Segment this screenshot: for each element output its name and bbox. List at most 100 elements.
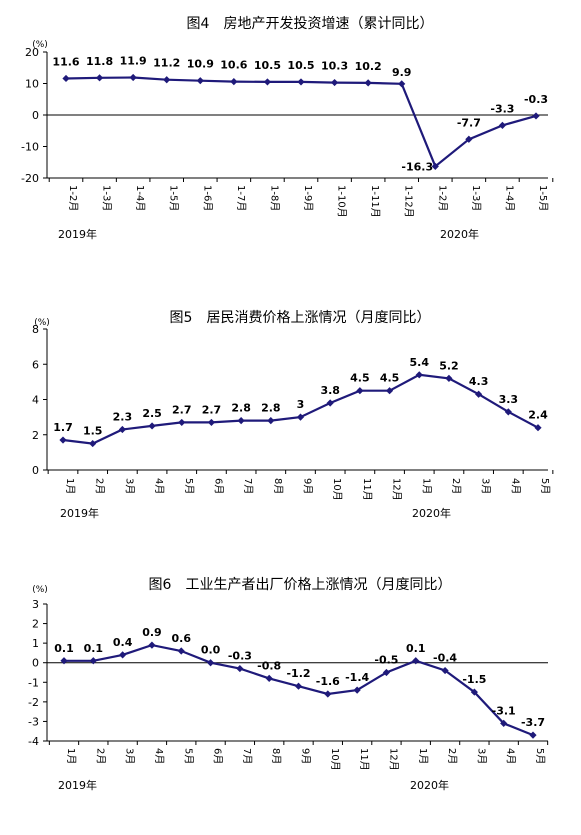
data-label: 10.2: [355, 60, 382, 73]
x-tick-label: 1-4月: [503, 185, 515, 211]
data-label: 0.0: [201, 644, 221, 657]
y-tick-label: 0: [32, 109, 39, 122]
x-tick-label: 1-6月: [201, 185, 213, 211]
data-label: 10.3: [321, 60, 348, 73]
data-label: -0.3: [228, 650, 252, 663]
data-label: 2.4: [528, 409, 548, 422]
y-tick-label: 2: [32, 618, 39, 631]
data-point: [238, 417, 245, 424]
data-label: 11.9: [120, 55, 147, 68]
year-label: 2020年: [412, 506, 451, 520]
x-tick-label: 1-3月: [470, 185, 482, 211]
data-point: [62, 75, 69, 82]
data-point: [207, 659, 214, 666]
chart-title: 图5 居民消费价格上涨情况（月度同比）: [170, 310, 431, 326]
x-tick-label: 3月: [475, 748, 487, 764]
data-label: 0.6: [172, 632, 192, 645]
chart-title: 图4 房地产开发投资增速（累计同比）: [187, 16, 434, 32]
x-tick-label: 1-2月: [67, 185, 79, 211]
data-label: -1.5: [462, 673, 486, 686]
x-tick-label: 2月: [446, 748, 458, 764]
data-point: [89, 440, 96, 447]
data-label: 4.5: [350, 372, 370, 385]
data-point: [236, 665, 243, 672]
year-label: 2020年: [410, 778, 449, 792]
x-tick-label: 12月: [391, 478, 403, 501]
data-point: [412, 657, 419, 664]
x-tick-label: 4月: [505, 748, 517, 764]
series-line: [64, 645, 533, 735]
x-tick-label: 5月: [182, 748, 194, 764]
y-unit-label: (%): [32, 585, 48, 595]
data-point: [529, 732, 536, 739]
data-point: [208, 419, 215, 426]
data-point: [331, 79, 338, 86]
x-tick-label: 1-4月: [134, 185, 146, 211]
x-tick-label: 6月: [212, 478, 224, 494]
data-point: [324, 690, 331, 697]
x-tick-label: 9月: [302, 478, 314, 494]
x-tick-label: 11月: [358, 748, 370, 771]
data-label: -0.4: [433, 652, 457, 665]
data-point: [90, 657, 97, 664]
data-label: -0.5: [374, 654, 398, 667]
data-label: 2.5: [142, 407, 162, 420]
x-tick-label: 4月: [153, 748, 165, 764]
data-point: [59, 436, 66, 443]
data-label: 2.8: [231, 402, 251, 415]
data-point: [130, 74, 137, 81]
data-label: -0.3: [524, 93, 548, 106]
x-tick-label: 3月: [480, 478, 492, 494]
x-tick-label: 1-3月: [101, 185, 113, 211]
data-label: -1.2: [286, 667, 310, 680]
x-tick-label: 3月: [123, 478, 135, 494]
x-tick-label: 2月: [94, 478, 106, 494]
x-tick-label: 8月: [272, 478, 284, 494]
x-tick-label: 2月: [450, 478, 462, 494]
year-label: 2019年: [58, 778, 97, 792]
x-tick-label: 6月: [212, 748, 224, 764]
data-label: -3.3: [490, 102, 514, 115]
data-point: [297, 78, 304, 85]
data-label: 9.9: [392, 66, 412, 79]
data-label: -16.3: [401, 160, 433, 173]
x-tick-label: 1月: [420, 478, 432, 494]
y-tick-label: 20: [25, 46, 39, 59]
data-label: 5.2: [439, 359, 459, 372]
x-tick-label: 11月: [361, 478, 373, 501]
data-label: -1.4: [345, 671, 369, 684]
data-label: 2.3: [113, 410, 133, 423]
y-tick-label: -20: [21, 172, 39, 185]
y-tick-label: -2: [28, 696, 39, 709]
data-point: [96, 74, 103, 81]
x-tick-label: 1月: [65, 748, 77, 764]
data-point: [266, 675, 273, 682]
chart-5: 图5 居民消费价格上涨情况（月度同比）(%)024681月2月3月4月5月6月7…: [32, 310, 553, 520]
data-point: [398, 80, 405, 87]
data-point: [499, 122, 506, 129]
x-tick-label: 1月: [64, 478, 76, 494]
data-point: [178, 419, 185, 426]
y-tick-label: 6: [32, 358, 39, 371]
data-point: [119, 651, 126, 658]
data-label: 10.9: [187, 58, 214, 71]
x-tick-label: 1-8月: [268, 185, 280, 211]
y-tick-label: -4: [28, 735, 39, 748]
y-tick-label: -1: [28, 676, 39, 689]
x-tick-label: 5月: [534, 748, 546, 764]
data-point: [148, 642, 155, 649]
x-tick-label: 1-10月: [336, 185, 348, 218]
data-point: [267, 417, 274, 424]
data-label: 10.5: [287, 59, 314, 72]
x-tick-label: 9月: [300, 748, 312, 764]
chart-4: 图4 房地产开发投资增速（累计同比）(%)-20-10010201-2月1-3月…: [21, 16, 553, 241]
x-tick-label: 4月: [509, 478, 521, 494]
chart-title: 图6 工业生产者出厂价格上涨情况（月度同比）: [149, 577, 452, 593]
x-tick-label: 7月: [242, 478, 254, 494]
data-point: [197, 77, 204, 84]
data-label: 1.5: [83, 425, 103, 438]
data-point: [327, 399, 334, 406]
x-tick-label: 2月: [94, 748, 106, 764]
x-tick-label: 7月: [241, 748, 253, 764]
